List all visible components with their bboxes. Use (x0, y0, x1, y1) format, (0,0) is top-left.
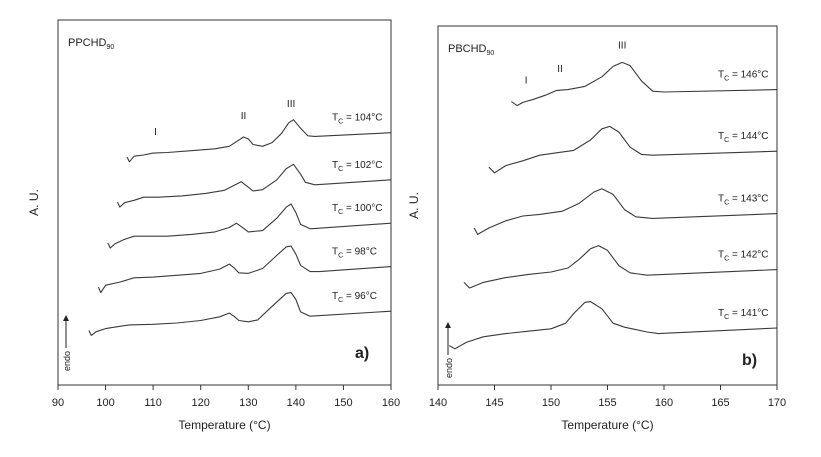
x-tick-label: 155 (598, 397, 616, 409)
series-label-value: = 146°C (729, 70, 768, 81)
series-line-1 (511, 61, 778, 107)
series-label-value: = 142°C (729, 250, 768, 261)
series-label-subscript: C (338, 209, 343, 216)
series-label-value: = 98°C (343, 247, 377, 258)
x-tick-label: 160 (382, 397, 400, 409)
panel-label: b) (742, 352, 757, 369)
series-label-value: = 100°C (343, 203, 382, 214)
series-label-1: TC = 104°C (332, 113, 382, 126)
series-label-subscript: C (338, 253, 343, 260)
x-tick-label: 130 (239, 397, 257, 409)
sample-name-subscript: 90 (487, 50, 495, 57)
series-label-2: TC = 144°C (718, 131, 768, 144)
series-label-prefix: T (718, 250, 724, 261)
series-label-subscript: C (724, 314, 729, 321)
series-line-2 (488, 125, 778, 174)
x-tick-label: 100 (96, 397, 114, 409)
x-axis-label: Temperature (°C) (178, 418, 270, 432)
series-label-1: TC = 146°C (718, 70, 768, 83)
series-line-4 (463, 245, 778, 289)
panel-label: a) (355, 345, 369, 362)
series-line-3 (473, 188, 778, 235)
endo-arrow-icon (445, 322, 451, 328)
endo-label: endo (62, 351, 72, 371)
x-tick-label: 140 (429, 397, 447, 409)
series-label-value: = 144°C (729, 131, 768, 142)
peak-label-I: I (154, 127, 157, 138)
series-label-value: = 104°C (343, 113, 382, 124)
series-label-prefix: T (332, 247, 338, 258)
series-label-subscript: C (724, 137, 729, 144)
peak-label-I: I (525, 75, 528, 86)
x-tick-label: 160 (655, 397, 673, 409)
endo-label: endo (444, 358, 454, 378)
series-label-5: TC = 96°C (332, 291, 377, 304)
plot-frame (57, 19, 392, 386)
panel-a: 90 100 110 120 130 140 150 160 Temperature (°C) A… (27, 19, 400, 432)
series-line-5 (449, 301, 778, 350)
series-line-3 (107, 203, 392, 249)
x-tick-label: 110 (144, 397, 162, 409)
x-tick-label: 140 (287, 397, 305, 409)
series-label-prefix: T (718, 194, 724, 205)
series-label-4: TC = 98°C (332, 247, 377, 260)
x-tick-label: 90 (52, 397, 64, 409)
series-label-3: TC = 100°C (332, 203, 382, 216)
series-label-value: = 143°C (729, 194, 768, 205)
series-label-2: TC = 102°C (332, 160, 382, 173)
series-label-4: TC = 142°C (718, 250, 768, 263)
series-label-value: = 96°C (343, 291, 377, 302)
series-line-2 (117, 163, 392, 208)
series-label-subscript: C (338, 166, 343, 173)
series-label-subscript: C (724, 76, 729, 83)
series-label-prefix: T (718, 308, 724, 319)
series-label-value: = 102°C (343, 160, 382, 171)
series-label-subscript: C (724, 256, 729, 263)
endo-arrow-icon (63, 315, 69, 321)
series-label-prefix: T (332, 160, 338, 171)
series-label-subscript: C (338, 297, 343, 304)
panel-b: 140 145 150 155 160 165 170 Temperature (°C) A. … (407, 25, 786, 432)
series-label-value: = 141°C (729, 308, 768, 319)
series-label-3: TC = 143°C (718, 194, 768, 207)
peak-label-III: III (287, 99, 295, 110)
peak-label-III: III (618, 40, 626, 51)
series-line-4 (97, 245, 392, 294)
x-axis-label: Temperature (°C) (561, 418, 653, 432)
x-tick-label: 170 (768, 397, 786, 409)
series-label-prefix: T (332, 203, 338, 214)
sample-name-subscript: 90 (107, 44, 115, 51)
sample-name: PBCHD90 (448, 43, 494, 57)
peak-label-II: II (241, 111, 247, 122)
x-tick-label: 165 (711, 397, 729, 409)
sample-name: PPCHD90 (68, 37, 114, 51)
sample-name-text: PPCHD (68, 37, 107, 49)
peak-label-II: II (557, 64, 563, 75)
series-label-prefix: T (332, 113, 338, 124)
series-label-subscript: C (724, 200, 729, 207)
series-label-5: TC = 141°C (718, 308, 768, 321)
series-label-prefix: T (332, 291, 338, 302)
x-tick-label: 145 (485, 397, 503, 409)
x-tick-label: 120 (192, 397, 210, 409)
sample-name-text: PBCHD (448, 43, 487, 55)
x-tick-label: 150 (334, 397, 352, 409)
y-axis-label: A. U. (407, 192, 421, 219)
y-axis-label: A. U. (27, 189, 41, 216)
series-line-5 (88, 292, 392, 336)
series-label-subscript: C (338, 119, 343, 126)
x-tick-label: 150 (542, 397, 560, 409)
series-line-1 (126, 119, 392, 163)
series-label-prefix: T (718, 131, 724, 142)
series-label-prefix: T (718, 70, 724, 81)
